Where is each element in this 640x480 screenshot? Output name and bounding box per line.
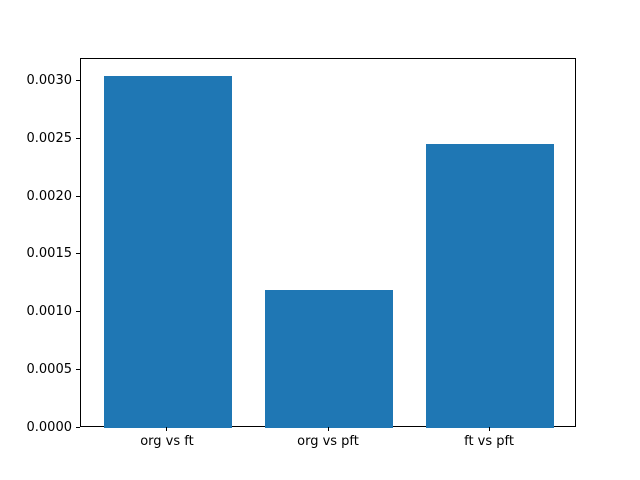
x-tick-label: org vs pft — [297, 434, 359, 450]
bar-org-vs-pft — [264, 289, 394, 429]
y-tick-mark — [76, 368, 80, 370]
y-tick-label: 0.0005 — [26, 361, 73, 377]
bar-org-vs-ft — [103, 75, 233, 429]
y-tick-mark — [76, 80, 80, 82]
y-tick-label: 0.0030 — [26, 73, 73, 89]
y-tick-mark — [76, 137, 80, 139]
y-tick-label: 0.0025 — [26, 130, 73, 146]
x-tick-label: ft vs pft — [464, 434, 514, 450]
y-tick-mark — [76, 426, 80, 428]
x-tick-mark — [166, 427, 168, 432]
y-tick-label: 0.0000 — [26, 419, 73, 435]
y-tick-label: 0.0020 — [26, 188, 73, 204]
x-tick-mark — [488, 427, 490, 432]
bar-ft-vs-pft — [425, 144, 555, 429]
y-tick-mark — [76, 311, 80, 313]
y-tick-label: 0.0010 — [26, 304, 73, 320]
y-tick-mark — [76, 253, 80, 255]
plot-area — [80, 57, 576, 429]
x-tick-label: org vs ft — [140, 434, 194, 450]
y-tick-label: 0.0015 — [26, 246, 73, 262]
x-tick-mark — [327, 427, 329, 432]
y-tick-mark — [76, 195, 80, 197]
